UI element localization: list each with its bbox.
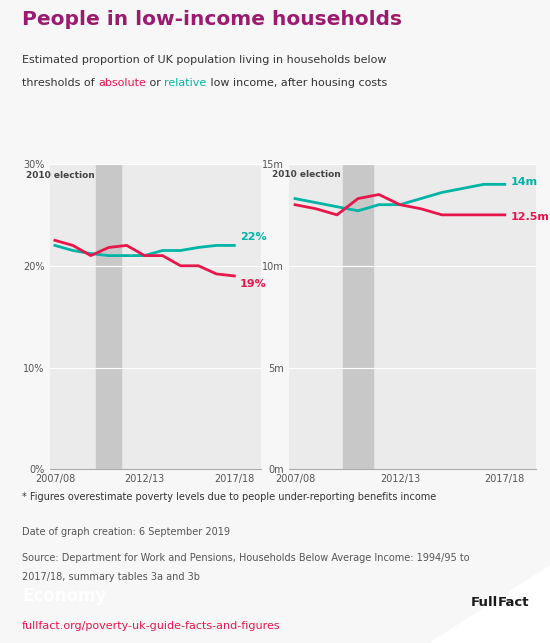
Text: 19%: 19% [240, 279, 266, 289]
Text: fullfact.org/poverty-uk-guide-facts-and-figures: fullfact.org/poverty-uk-guide-facts-and-… [22, 621, 280, 631]
Text: low income, after housing costs: low income, after housing costs [207, 78, 387, 89]
Text: People in low-income households: People in low-income households [22, 10, 402, 29]
Text: 2010 election: 2010 election [26, 171, 95, 180]
Text: Full: Full [470, 596, 498, 609]
Bar [96, 164, 122, 469]
Text: absolute: absolute [98, 78, 146, 89]
Text: relative: relative [164, 78, 207, 89]
Text: 2017/18, summary tables 3a and 3b: 2017/18, summary tables 3a and 3b [22, 572, 200, 583]
Text: Fact: Fact [498, 596, 529, 609]
Text: 12.5m: 12.5m [511, 212, 550, 222]
Bar [343, 164, 373, 469]
Text: thresholds of: thresholds of [22, 78, 98, 89]
Text: 14m: 14m [511, 177, 538, 187]
Text: Economy: Economy [22, 586, 106, 604]
Text: * Figures overestimate poverty levels due to people under-reporting benefits inc: * Figures overestimate poverty levels du… [22, 492, 436, 502]
Text: or: or [146, 78, 164, 89]
Text: Date of graph creation: 6 September 2019: Date of graph creation: 6 September 2019 [22, 527, 230, 538]
Text: Estimated proportion of UK population living in households below: Estimated proportion of UK population li… [22, 55, 387, 65]
Text: 2010 election: 2010 election [272, 170, 341, 179]
Text: Source: Department for Work and Pensions, Households Below Average Income: 1994/: Source: Department for Work and Pensions… [22, 553, 470, 563]
Text: 22%: 22% [240, 232, 266, 242]
Polygon shape [429, 565, 550, 643]
